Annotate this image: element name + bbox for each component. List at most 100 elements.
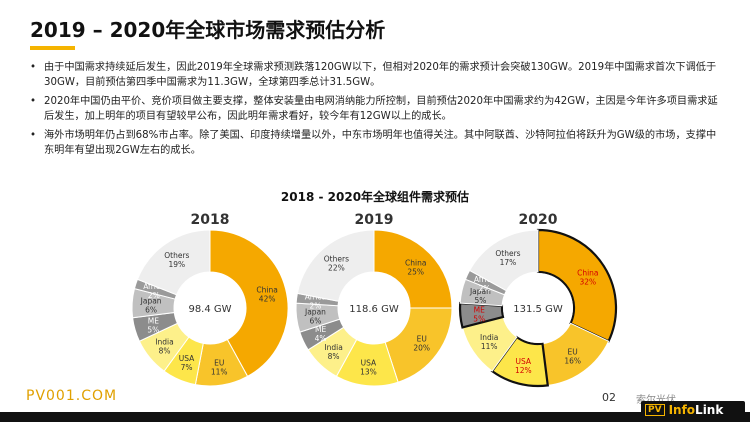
slice-label: India 11%	[480, 333, 498, 351]
slice-label-value: 16%	[564, 357, 581, 366]
slice-label-name: China	[577, 268, 598, 277]
pie-slice-china	[536, 228, 618, 343]
pie-slice-china	[373, 229, 453, 309]
slice-label-name: USA	[179, 354, 195, 363]
pie-slice-others	[136, 229, 211, 296]
watermark-text: 索尔光伏	[636, 391, 676, 406]
slice-label-value: 17%	[500, 258, 517, 267]
slice-label-value: 5%	[474, 296, 486, 305]
slice-label-value: 11%	[211, 367, 228, 376]
slice-label-name: EU	[214, 358, 224, 367]
footer-bar	[0, 412, 750, 422]
slice-label-value: 25%	[407, 267, 424, 276]
slice-label-value: 11%	[481, 342, 498, 351]
slice-label-name: India	[480, 333, 498, 342]
donut-hole	[175, 273, 245, 343]
slice-label: China 25%	[405, 258, 426, 276]
chart-year-label: 2018	[191, 212, 230, 228]
slice-label: Japan 6%	[304, 307, 326, 325]
footer-site-label: PV001.COM	[26, 388, 118, 404]
slice-label-name: ME	[148, 316, 159, 325]
pie-slice-others	[296, 229, 375, 302]
slice-label-name: Japan	[304, 307, 326, 316]
donut-hole	[339, 273, 409, 343]
logo-word-link: Link	[695, 403, 724, 417]
slice-label: USA 7%	[179, 354, 195, 372]
bullet-list: 由于中国需求持续延后发生，因此2019年全球需求预测跌落120GW以下，但相对2…	[30, 60, 724, 162]
slice-label-name: USA	[361, 359, 377, 368]
donut-total-label: 118.6 GW	[349, 304, 399, 315]
slice-label: Others 17%	[495, 249, 520, 267]
chart-year-label: 2020	[519, 212, 558, 228]
slice-label: Others 19%	[164, 251, 189, 269]
slice-label-name: USA	[516, 357, 532, 366]
slice-label-value: 8%	[328, 352, 340, 361]
slice-label-value: 42%	[259, 294, 276, 303]
slice-label: EU 16%	[564, 348, 581, 366]
logo-pv-mark: PV	[645, 404, 665, 416]
page-number: 02	[602, 391, 616, 404]
slice-label-value: 32%	[579, 277, 596, 286]
infolink-logo: PV InfoLink	[641, 401, 745, 419]
slice-label-name: India	[155, 338, 173, 347]
slice-label-value: 2%	[310, 302, 322, 311]
slice-label: USA 12%	[515, 357, 532, 375]
slice-label: Japan 5%	[469, 287, 491, 305]
slice-label-value: 4%	[315, 334, 327, 343]
slice-label: China 42%	[256, 285, 277, 303]
slice-label-value: 5%	[473, 315, 485, 324]
slice-label: USA 13%	[360, 359, 377, 377]
slice-label-name: Others	[324, 255, 349, 264]
slice-label: Others 22%	[324, 255, 349, 273]
slice-label: ME 5%	[473, 306, 485, 324]
slice-label: India 8%	[324, 343, 342, 361]
slice-label-value: 7%	[181, 363, 193, 372]
bullet-item: 2020年中国仍由平价、竞价项目做主要支撑，整体安装量由电网消纳能力所控制，目前…	[30, 94, 724, 124]
slide-title: 2019 – 2020年全球市场需求预估分析	[30, 18, 386, 42]
slice-label-value: 12%	[515, 366, 532, 375]
logo-word-info: Info	[668, 403, 696, 417]
slice-label-name: Others	[495, 249, 520, 258]
slice-label-name: ME	[315, 325, 326, 334]
slice-label-name: Japan	[140, 296, 162, 305]
slice-label: China 32%	[577, 268, 598, 286]
slice-label: Japan 6%	[140, 296, 162, 314]
bullet-item: 海外市场明年仍占到68%市占率。除了美国、印度持续增量以外，中东市场明年也值得关…	[30, 128, 724, 158]
title-accent-bar	[30, 46, 75, 50]
slice-label-name: EU	[568, 348, 578, 357]
slice-label-value: 2%	[148, 291, 160, 300]
slice-label-name: India	[324, 343, 342, 352]
slice-label: ME 4%	[315, 325, 327, 343]
slice-label-name: EU	[417, 335, 427, 344]
slice-label-value: 5%	[147, 325, 159, 334]
pie-slice-china	[209, 229, 289, 378]
donut-total-label: 131.5 GW	[513, 304, 563, 315]
donut-total-label: 98.4 GW	[188, 304, 231, 315]
chart-year-label: 2019	[355, 212, 394, 228]
slice-label-value: 6%	[310, 316, 322, 325]
slice-label-name: China	[405, 258, 426, 267]
slice-label-name: Others	[164, 251, 189, 260]
slice-label-value: 13%	[360, 368, 377, 377]
slice-label-value: 19%	[169, 260, 186, 269]
bullet-item: 由于中国需求持续延后发生，因此2019年全球需求预测跌落120GW以下，但相对2…	[30, 60, 724, 90]
slice-label: ME 5%	[147, 316, 159, 334]
slice-label: EU 11%	[211, 358, 228, 376]
logo-wordmark: InfoLink	[669, 403, 724, 417]
slice-label-value: 6%	[145, 305, 157, 314]
pie-slice-others	[468, 229, 539, 292]
slice-label-value: 22%	[328, 264, 345, 273]
slice-label-value: 20%	[413, 344, 430, 353]
slice-label-value: 8%	[159, 347, 171, 356]
chart-title: 2018 - 2020年全球组件需求预估	[280, 190, 470, 204]
slice-label-name: Africa	[474, 275, 495, 284]
slice-label-value: 2%	[479, 284, 491, 293]
slice-label: India 8%	[155, 338, 173, 356]
slice-label-name: Japan	[469, 287, 491, 296]
slice-label: EU 20%	[413, 335, 430, 353]
slice-label-name: China	[256, 285, 277, 294]
donut-hole	[503, 273, 573, 343]
slice-label-name: ME	[474, 306, 485, 315]
